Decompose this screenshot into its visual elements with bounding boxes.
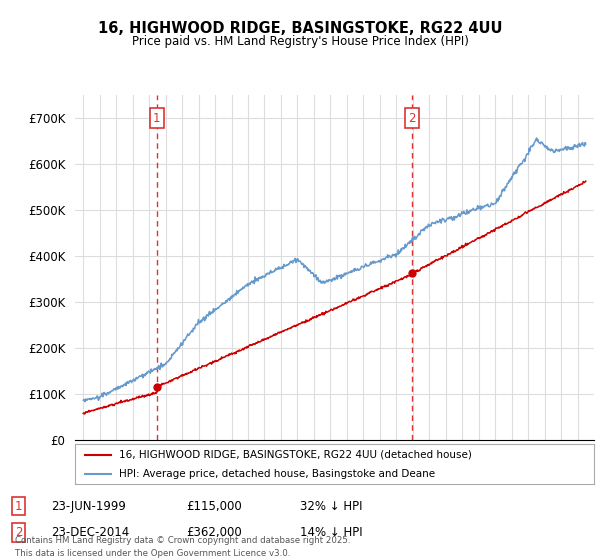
Text: 2: 2 [15, 526, 23, 539]
Text: Contains HM Land Registry data © Crown copyright and database right 2025.
This d: Contains HM Land Registry data © Crown c… [15, 536, 350, 558]
Text: 16, HIGHWOOD RIDGE, BASINGSTOKE, RG22 4UU: 16, HIGHWOOD RIDGE, BASINGSTOKE, RG22 4U… [98, 21, 502, 36]
Text: 23-JUN-1999: 23-JUN-1999 [51, 500, 126, 512]
Text: 2: 2 [409, 111, 416, 125]
Text: HPI: Average price, detached house, Basingstoke and Deane: HPI: Average price, detached house, Basi… [119, 469, 435, 478]
Text: 1: 1 [153, 111, 161, 125]
Text: £115,000: £115,000 [186, 500, 242, 512]
Text: 32% ↓ HPI: 32% ↓ HPI [300, 500, 362, 512]
Text: 16, HIGHWOOD RIDGE, BASINGSTOKE, RG22 4UU (detached house): 16, HIGHWOOD RIDGE, BASINGSTOKE, RG22 4U… [119, 450, 472, 460]
Text: 23-DEC-2014: 23-DEC-2014 [51, 526, 129, 539]
Text: £362,000: £362,000 [186, 526, 242, 539]
Text: 1: 1 [15, 500, 23, 512]
Text: Price paid vs. HM Land Registry's House Price Index (HPI): Price paid vs. HM Land Registry's House … [131, 35, 469, 48]
Text: 14% ↓ HPI: 14% ↓ HPI [300, 526, 362, 539]
